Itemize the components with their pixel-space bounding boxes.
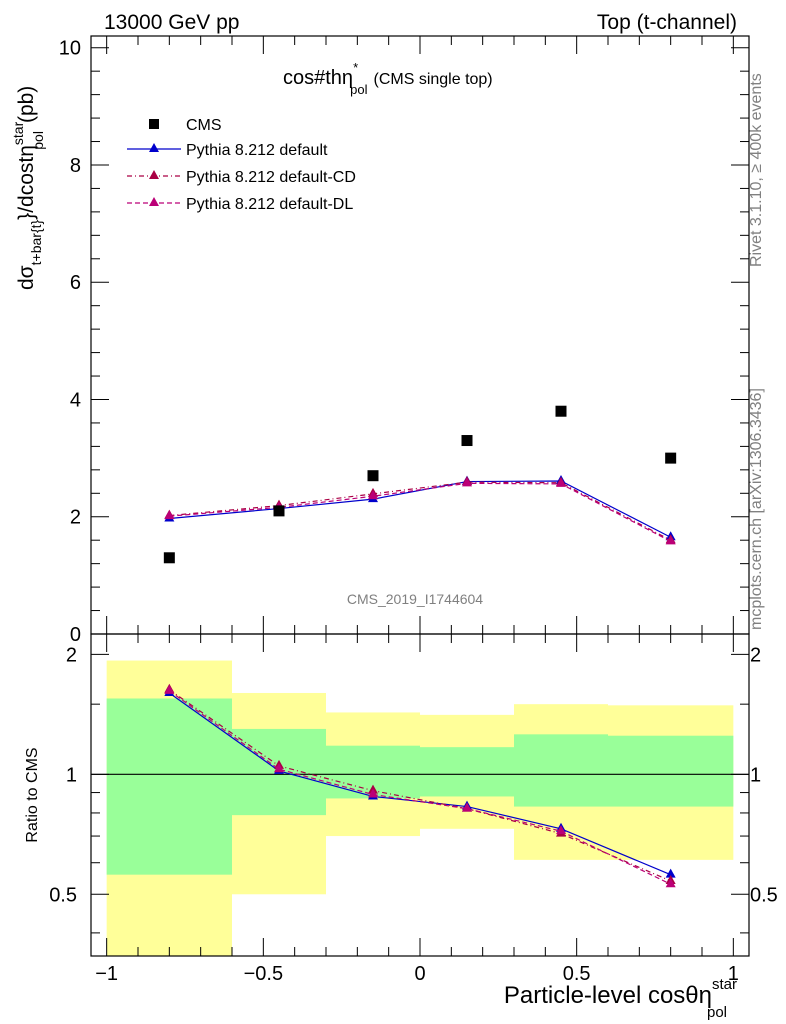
ylabel-mid: }/dcostη: [15, 145, 38, 220]
ratio-point-default_dl: [665, 878, 676, 888]
legend-marker-cms: [149, 119, 159, 129]
legend-label-default: Pythia 8.212 default: [186, 142, 328, 159]
ratio-ylabel: Ratio to CMS: [24, 747, 41, 842]
x-tick-label: −1: [95, 963, 118, 985]
main-point-default_dl: [556, 477, 566, 487]
ylabel-unit: (pb): [15, 86, 38, 123]
main-point-default_dl: [368, 490, 378, 500]
xlabel-sup: star: [712, 976, 737, 993]
ratio-y-tick-label-right: 0.5: [750, 884, 778, 906]
xlabel-main: Particle-level cosθη: [504, 982, 712, 1009]
legend-entry-default-cd: Pythia 8.212 default-CD: [127, 169, 356, 186]
legend-entry-default: Pythia 8.212 default: [127, 142, 328, 159]
legend-label-default-dl: Pythia 8.212 default-DL: [186, 196, 353, 213]
main-point-cms: [367, 470, 379, 482]
side-rivet-text: Rivet 3.1.10, ≥ 400k events: [748, 73, 765, 267]
main-y-tick-label: 4: [70, 389, 81, 411]
ratio-band-inner: [106, 698, 232, 875]
ratio-panel: −1 −0.5 0 0.5 1 0.5 0.5 1 1 2 2: [49, 633, 778, 985]
ratio-line-default_dl: [168, 690, 671, 885]
legend-marker-default-cd: [149, 170, 159, 179]
main-line-default_dl: [169, 482, 671, 542]
ratio-band-inner: [420, 747, 514, 797]
main-y-tick-label: 6: [70, 272, 81, 294]
main-point-default_dl: [665, 535, 676, 545]
legend-entry-cms: CMS: [149, 117, 222, 134]
main-line-default_cd: [169, 481, 671, 541]
ylabel-sup2: star: [10, 121, 26, 145]
legend-marker-default: [149, 143, 159, 152]
xlabel: Particle-level cosθηstar pol: [504, 976, 737, 1021]
main-point-cms: [273, 505, 285, 517]
main-y-tick-label: 2: [70, 507, 81, 529]
x-tick-label: 0.5: [563, 963, 591, 985]
legend-marker-default-dl: [149, 197, 159, 206]
ratio-line-default_cd: [168, 689, 671, 882]
legend-entry-default-dl: Pythia 8.212 default-DL: [127, 196, 353, 213]
title-main: cos#thη: [283, 67, 353, 89]
ratio-y-tick-label: 2: [66, 644, 77, 666]
plot-title: cos#thη* pol (CMS single top): [283, 60, 493, 97]
legend: CMS Pythia 8.212 default Pythia 8.212 de…: [127, 117, 356, 213]
title-sub: pol: [350, 82, 367, 97]
ratio-line-default: [168, 692, 671, 876]
main-point-cms: [555, 405, 567, 417]
ratio-y-tick-label-right: 1: [750, 764, 761, 786]
main-point-cms: [461, 435, 473, 447]
header-left: 13000 GeV pp: [104, 11, 239, 34]
ratio-point-default_dl: [462, 802, 472, 812]
ylabel-sub1: t+bar{t}: [28, 219, 44, 265]
main-ylabel: dσt+bar{t}}/dcostηstar pol (pb): [10, 86, 46, 290]
legend-label-cms: CMS: [186, 117, 222, 134]
ratio-point-default_dl: [368, 788, 378, 798]
main-point-cms: [163, 552, 175, 564]
main-point-default_dl: [462, 477, 472, 487]
ratio-y-tick-label-right: 2: [750, 644, 761, 666]
side-mcplots-text: mcplots.cern.ch [arXiv:1306.3436]: [748, 388, 765, 630]
main-y-tick-label: 10: [59, 38, 81, 60]
ratio-point-default_dl: [556, 825, 566, 835]
x-tick-label: 0: [414, 963, 425, 985]
ratio-y-tick-label: 1: [66, 764, 77, 786]
ylabel-main: dσ: [15, 265, 38, 290]
ratio-band-inner: [608, 735, 734, 807]
ratio-point-default: [665, 868, 676, 878]
ratio-y-tick-label: 0.5: [49, 884, 77, 906]
main-y-tick-label: 0: [70, 624, 81, 646]
ratio-point-default_dl: [164, 684, 175, 694]
header-right: Top (t-channel): [597, 11, 737, 34]
xlabel-sub: pol: [707, 1004, 727, 1021]
x-tick-label: 1: [728, 963, 739, 985]
main-point-default_dl: [164, 510, 175, 520]
x-tick-label: −0.5: [244, 963, 283, 985]
title-sup: *: [353, 60, 358, 75]
title-note: (CMS single top): [373, 71, 492, 88]
legend-label-default-cd: Pythia 8.212 default-CD: [186, 169, 356, 186]
ratio-band-inner: [514, 734, 608, 807]
analysis-id: CMS_2019_I1744604: [347, 591, 483, 607]
main-point-cms: [665, 452, 677, 464]
ylabel-sub2: pol: [30, 131, 46, 150]
main-panel: 0 2 4 6 8 10: [59, 35, 750, 646]
ratio-point-default_dl: [274, 763, 284, 773]
main-y-tick-label: 8: [70, 155, 81, 177]
